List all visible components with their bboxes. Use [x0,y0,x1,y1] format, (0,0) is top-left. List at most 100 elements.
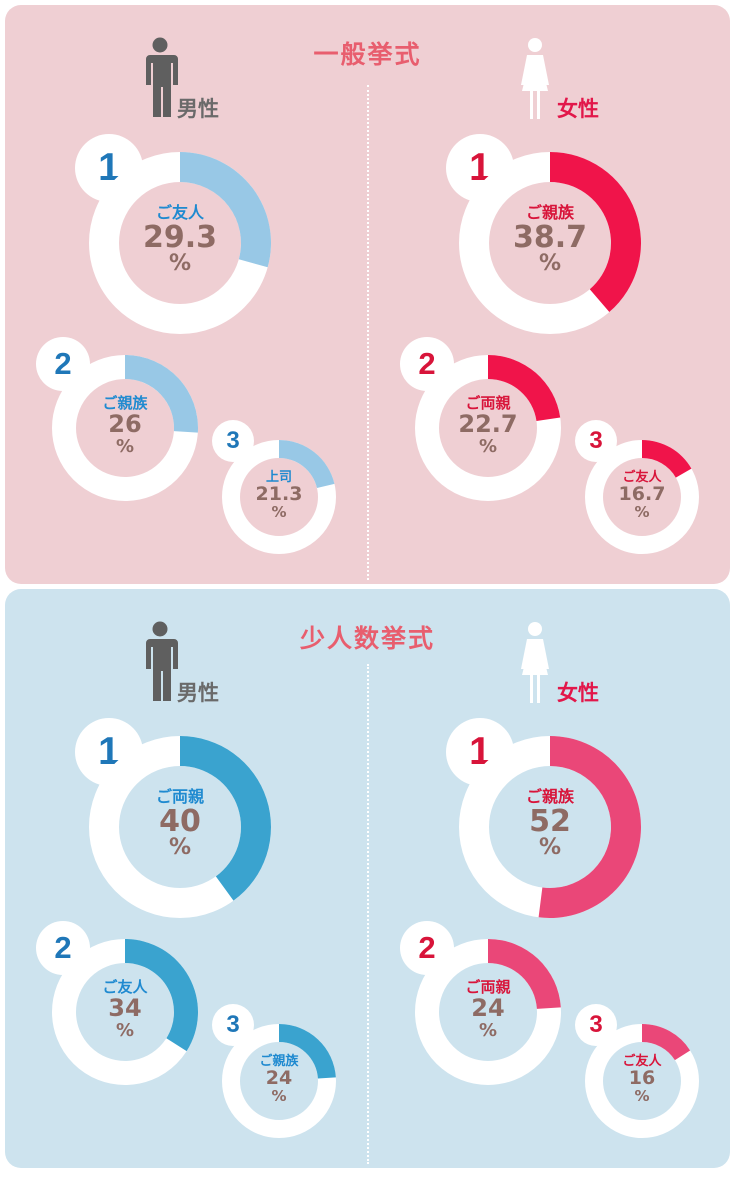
category-label: 上司 [265,469,292,485]
rank-number: 1 [469,730,491,773]
rank-badge: 2 [36,921,90,975]
percent-sign: % [115,435,135,457]
percentage-value: 22.7 [458,410,518,439]
donut-slice [550,152,641,313]
percent-sign: % [168,251,192,277]
donut-slice [642,440,692,478]
donut-slice [538,736,641,918]
donut-slice [180,736,271,901]
donut-ring [222,1024,336,1138]
rank-number: 3 [226,427,240,454]
donut-slice [125,939,198,1052]
percentage-value: 21.3 [255,483,303,506]
category-label: ご親族 [259,1053,299,1069]
donut-center-label: ご友人 34% [76,978,174,1039]
percentage-value: 40 [159,803,201,839]
donut-center-label: ご友人 16.7% [603,470,681,521]
donut-ring [222,440,336,554]
rank-badge: 3 [212,420,254,462]
rank-number: 2 [54,346,72,381]
category-label: ご親族 [102,394,148,413]
female-person-icon [521,38,549,119]
rank-badge: 3 [212,1004,254,1046]
donut-ring [415,939,561,1085]
category-label: ご両親 [465,394,511,413]
percentage-value: 16.7 [618,483,666,506]
rank-number: 2 [418,346,436,381]
category-label: ご友人 [102,978,148,997]
panel-title: 一般挙式 [313,40,422,69]
male-person-icon [146,37,178,117]
percent-sign: % [634,1087,650,1106]
donut-center-label: ご両親 22.7% [439,394,537,455]
donut-ring [89,152,271,334]
category-label: ご友人 [155,202,204,222]
category-label: ご親族 [525,786,574,806]
percent-sign: % [478,1019,498,1041]
donut-slice [279,440,335,489]
male-label: 男性 [177,97,219,121]
percentage-value: 24 [265,1067,293,1090]
percent-sign: % [115,1019,135,1041]
donut-center-label: ご親族 38.7% [489,203,611,276]
rank-number: 3 [589,427,603,454]
rank-number: 1 [98,146,120,189]
percent-sign: % [538,251,562,277]
donut-center-label: ご友人 29.3% [119,203,241,276]
rank-number: 1 [469,146,491,189]
percentage-value: 38.7 [512,219,588,255]
category-label: ご両親 [465,978,511,997]
rank-number: 2 [418,930,436,965]
category-label: ご両親 [155,786,204,806]
donut-ring [459,152,641,334]
rank-number: 2 [54,930,72,965]
general-ceremony-panel: 一般挙式 男性 女性 1 ご友人 29.3% 2 ご親族 26% 3 上司 21.3% 1 ご親族… [5,5,730,584]
male-person-icon [146,621,178,701]
female-person-icon [521,622,549,703]
donut-center-label: ご両親 40% [119,787,241,860]
percent-sign: % [271,1087,287,1106]
rank-badge: 2 [36,337,90,391]
percent-sign: % [168,835,192,861]
percentage-value: 16 [628,1067,656,1090]
category-label: ご友人 [622,1053,662,1069]
male-label: 男性 [177,681,219,705]
divider [367,664,369,1164]
percentage-value: 24 [471,994,505,1023]
percentage-value: 29.3 [142,219,218,255]
donut-center-label: ご親族 24% [240,1054,318,1105]
donut-center-label: ご両親 24% [439,978,537,1039]
percent-sign: % [538,835,562,861]
rank-number: 3 [226,1011,240,1038]
divider [367,85,369,580]
donut-slice [642,1024,691,1061]
percent-sign: % [271,503,287,522]
donut-slice [488,355,561,421]
donut-ring [585,1024,699,1138]
donut-ring [52,939,198,1085]
donut-slice [279,1024,336,1079]
donut-ring [89,736,271,918]
small-ceremony-panel: 少人数挙式 男性 女性 1 ご両親 40% 2 ご友人 34% 3 ご親族 24% 1 ご親族 52… [5,589,730,1168]
donut-slice [180,152,271,268]
category-label: ご親族 [525,202,574,222]
rank-badge: 3 [575,420,617,462]
rank-number: 3 [589,1011,603,1038]
percentage-value: 26 [108,410,142,439]
percentage-value: 52 [529,803,571,839]
category-label: ご友人 [622,469,662,485]
donut-center-label: ご親族 52% [489,787,611,860]
donut-ring [459,736,641,918]
percent-sign: % [634,503,650,522]
donut-center-label: 上司 21.3% [240,470,318,521]
donut-ring [52,355,198,501]
donut-center-label: ご友人 16% [603,1054,681,1105]
donut-slice [488,939,561,1009]
panel-title: 少人数挙式 [299,624,435,653]
percentage-value: 34 [108,994,142,1023]
percent-sign: % [478,435,498,457]
donut-slice [125,355,198,433]
donut-ring [585,440,699,554]
female-label: 女性 [557,97,599,121]
donut-ring [415,355,561,501]
